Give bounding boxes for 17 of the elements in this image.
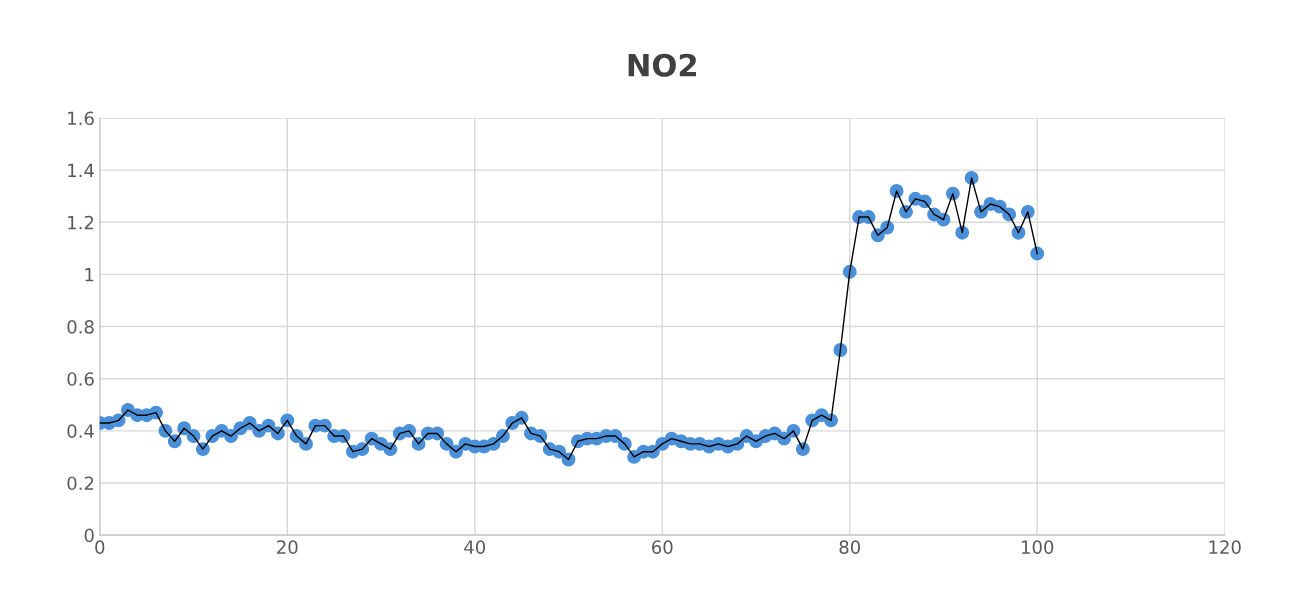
y-tick-label: 0.4 [67,424,94,438]
y-tick-label: 0 [84,528,94,543]
y-tick-label: 0.8 [67,320,94,334]
x-tick-label: 100 [1021,540,1054,554]
chart-title: NO2 [628,53,696,77]
y-tick-label: 1 [85,268,94,282]
x-tick-label: 80 [839,540,861,554]
y-tick-label: 1.2 [68,215,94,230]
y-tick-label: 0.2 [67,476,94,491]
y-tick-label: 1.6 [68,111,94,126]
y-tick-label: 1.4 [68,163,94,177]
y-tick-label: 0.6 [67,372,94,386]
x-tick-label: 60 [652,540,673,554]
x-tick-label: 0 [95,540,105,554]
x-tick-label: 20 [277,540,298,554]
x-tick-label: 40 [464,540,486,554]
x-tick-label: 120 [1209,540,1241,554]
